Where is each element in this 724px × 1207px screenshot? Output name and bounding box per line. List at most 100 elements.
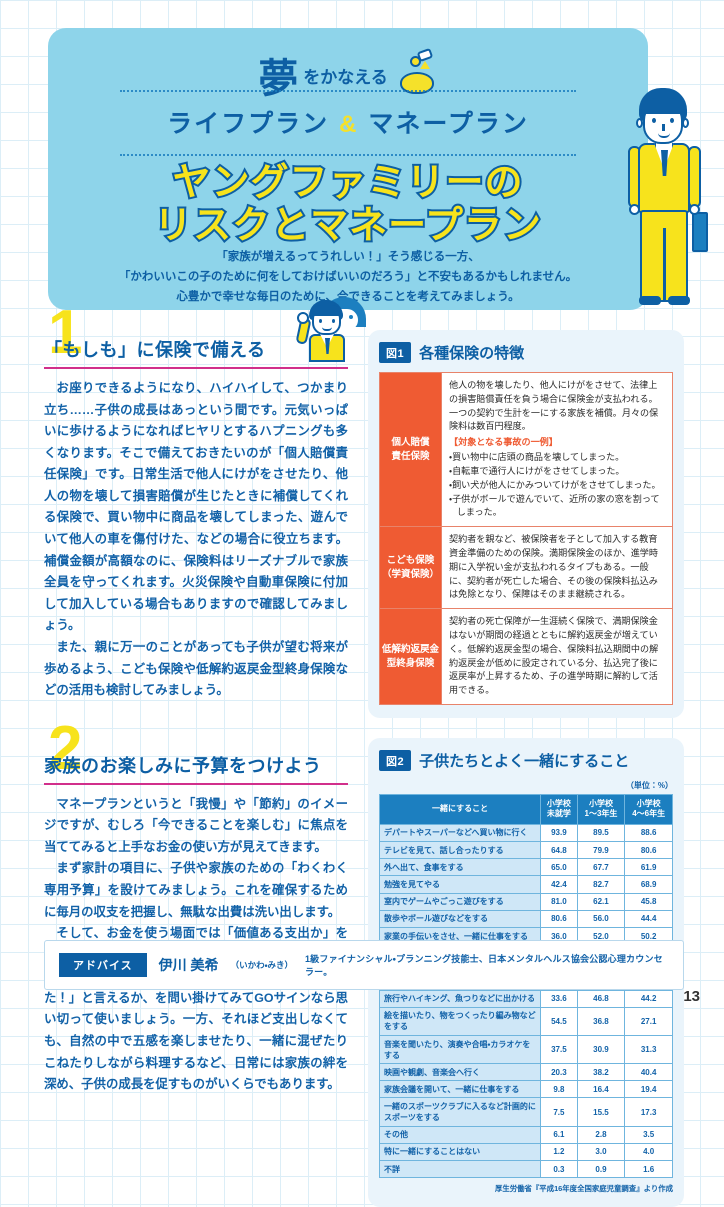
- hero-plan-right: マネープラン: [368, 110, 529, 138]
- activity-value: 3.5: [624, 1125, 673, 1144]
- activities-table-row: 映画や観劇、音楽会へ行く 20.3 38.2 40.4: [378, 1063, 673, 1082]
- activity-value: 1.6: [624, 1160, 673, 1179]
- activity-label: テレビを見て、話し合ったりする: [378, 841, 542, 860]
- activities-table-row: 音楽を聞いたり、演奏や合唱・カラオケをする 37.5 30.9 31.3: [378, 1034, 673, 1065]
- activity-value: 67.7: [576, 858, 626, 877]
- hero-lead-text: 「家族が増えるってうれしい！」そう感じる一方、 「かわいいこの子のために何をして…: [70, 248, 626, 307]
- activities-table-row: 散歩やボール遊びなどをする 80.6 56.0 44.4: [378, 909, 673, 928]
- activities-table-row: 一緒のスポーツクラブに入るなど計画的にスポーツをする 7.5 15.5 17.3: [378, 1097, 673, 1127]
- hero-lead-line1: 「家族が増えるってうれしい！」そう感じる一方、: [216, 251, 480, 263]
- activities-table-row: 室内でゲームやごっこ遊びをする 81.0 62.1 45.8: [378, 892, 673, 911]
- activity-value: 56.0: [576, 909, 626, 928]
- activity-value: 68.9: [624, 875, 673, 894]
- activity-value: 88.6: [624, 823, 673, 843]
- section-1-number: 1: [48, 298, 83, 367]
- insurance-type-label: こども保険 （学資保険）: [379, 526, 442, 610]
- example-list-item: ・自転車で通行人にけがをさせてしまった。: [449, 465, 625, 476]
- activities-table-row: テレビを見て、話し合ったりする 64.8 79.9 80.6: [378, 841, 673, 860]
- activity-value: 62.1: [576, 892, 626, 911]
- figure-1-badge: 図1: [379, 342, 412, 363]
- activities-table-row: デパートやスーパーなどへ買い物に行く 93.9 89.5 88.6: [378, 823, 673, 843]
- activity-value: 16.4: [576, 1080, 626, 1099]
- figure-2-header: 図2 子供たちとよく一緒にすること: [379, 750, 673, 772]
- activities-header-row: 一緒にすること 小学校 未就学 小学校 1〜3年生 小学校 4〜6年生: [378, 794, 673, 825]
- activity-value: 80.6: [540, 909, 578, 928]
- page-title: ヤングファミリーの リスクとマネープラン: [48, 160, 648, 249]
- section-2-paragraph-1: マネープランというと「我慢」や「節約」のイメージですが、むしろ「今できることを楽…: [44, 796, 348, 854]
- activity-value: 9.8: [540, 1080, 578, 1099]
- activity-label: 室内でゲームやごっこ遊びをする: [378, 892, 542, 911]
- activity-value: 2.8: [576, 1125, 626, 1144]
- activity-value: 81.0: [540, 892, 578, 911]
- activity-label: 絵を描いたり、物をつくったり編み物などをする: [378, 1006, 542, 1036]
- activity-value: 44.2: [624, 989, 673, 1008]
- hero-banner: 夢 をかなえる ライフプラン & マネープラン ヤングファミリーの リスクとマネープ…: [48, 28, 648, 310]
- activities-table-row: 勉強を見てやる 42.4 82.7 68.9: [378, 875, 673, 894]
- figure-2-badge: 図2: [379, 750, 412, 772]
- activity-value: 20.3: [540, 1063, 578, 1082]
- activity-value: 42.4: [540, 875, 578, 894]
- insurance-table-row: こども保険 （学資保険） 契約者を親など、被保険者を子として加入する教育資金準備のた…: [379, 526, 673, 610]
- insurance-table-body: 個人賠償 責任保険 他人の物を壊したり、他人にけがをさせて、法律上の損害賠償責任を負…: [379, 371, 673, 706]
- activity-label: 映画や観劇、音楽会へ行く: [378, 1063, 542, 1082]
- businessman-illustration: [622, 88, 708, 312]
- activity-value: 44.4: [624, 909, 673, 928]
- insurance-features-table: 個人賠償 責任保険 他人の物を壊したり、他人にけがをさせて、法律上の損害賠償責任を負…: [379, 371, 673, 706]
- hero-yume-subtext: をかなえる: [303, 67, 388, 87]
- insurance-table-row: 低解約返戻金 型終身保険 契約者の死亡保障が一生涯続く保険で、満期保険金はないが期間…: [379, 608, 673, 706]
- section-1-paragraph-2: また、親に万一のことがあっても子供が望む将来が歩めるよう、こども保険や低解約返戻…: [44, 639, 348, 698]
- section-1-heading: 「もしも」に保険で備える: [44, 314, 348, 369]
- hero-lead-line3: 心豊かで幸せな毎日のために、今できることを考えてみましょう。: [70, 288, 626, 308]
- activity-value: 33.6: [540, 989, 578, 1008]
- activity-label: 散歩やボール遊びなどをする: [378, 909, 542, 928]
- hero-plan-line: ライフプラン & マネープラン: [48, 104, 648, 140]
- activity-value: 37.5: [540, 1034, 578, 1065]
- figure-1-header: 図1 各種保険の特徴: [379, 342, 673, 363]
- figure-1-title: 各種保険の特徴: [419, 345, 525, 362]
- activity-value: 45.8: [624, 892, 673, 911]
- activity-label: 不詳: [378, 1160, 542, 1179]
- activity-value: 64.8: [540, 841, 578, 860]
- activity-value: 7.5: [540, 1097, 578, 1127]
- advisor-name: 伊川 美希: [158, 957, 219, 973]
- page-title-line1: ヤングファミリーの: [170, 160, 524, 206]
- insurance-description: 契約者の死亡保障が一生涯続く保険で、満期保険金はないが期間の経過とともに解約返戻…: [441, 608, 673, 706]
- insurance-description: 他人の物を壊したり、他人にけがをさせて、法律上の損害賠償責任を負う場合に保険金が…: [441, 371, 673, 528]
- section-2-number: 2: [48, 713, 83, 783]
- activity-label: 旅行やハイキング、魚つりなどに出かける: [378, 989, 542, 1008]
- figure-2-title: 子供たちとよく一緒にすること: [419, 753, 630, 771]
- hero-yume-kanji: 夢: [258, 55, 298, 102]
- activity-value: 79.9: [576, 841, 626, 860]
- activity-value: 17.3: [624, 1097, 673, 1127]
- activity-value: 30.9: [576, 1034, 626, 1065]
- example-list-item: ・子供がボールで遊んでいて、近所の家の窓を割ってしまった。: [449, 493, 660, 518]
- activity-value: 0.3: [540, 1160, 578, 1179]
- page-title-line2: リスクとマネープラン: [152, 203, 543, 249]
- activity-label: 勉強を見てやる: [378, 875, 542, 894]
- activity-label: デパートやスーパーなどへ買い物に行く: [378, 823, 542, 843]
- activity-label: その他: [378, 1125, 542, 1144]
- activities-table-row: 絵を描いたり、物をつくったり編み物などをする 54.5 36.8 27.1: [378, 1006, 673, 1036]
- figure-1-card: 図1 各種保険の特徴 個人賠償 責任保険 他人の物を壊したり、他人にけがをさせて、法…: [368, 330, 684, 719]
- section-2-heading: 家族のお楽しみに予算をつけよう: [44, 730, 348, 785]
- insurance-description: 契約者を親など、被保険者を子として加入する教育資金準備のための保険。満期保険金の…: [441, 526, 673, 610]
- insurance-table-row: 個人賠償 責任保険 他人の物を壊したり、他人にけがをさせて、法律上の損害賠償責任を負…: [379, 371, 673, 528]
- piggy-bank-icon: [398, 47, 438, 96]
- example-heading: 【対象となる事故の一例】: [449, 437, 558, 448]
- pointing-man-illustration: [295, 300, 354, 362]
- activity-value: 89.5: [576, 823, 626, 843]
- activity-value: 4.0: [624, 1142, 673, 1162]
- activities-table-row: 家族会議を開いて、一緒に仕事をする 9.8 16.4 19.4: [378, 1080, 673, 1099]
- hero-plan-amp: &: [339, 111, 359, 138]
- activity-value: 1.2: [540, 1142, 578, 1162]
- activity-value: 3.0: [576, 1142, 626, 1162]
- advisor-name-kana: （いかわ・みき）: [230, 960, 293, 970]
- activity-value: 61.9: [624, 858, 673, 877]
- activities-table-row: 外へ出て、食事をする 65.0 67.7 61.9: [378, 858, 673, 877]
- figure-2-source: 厚生労働省『平成16年度全国家庭児童調査』より作成: [494, 1184, 673, 1194]
- section-1: 1 「もしも」に保険で備える お座りできるようになり、ハイハイして、つかまり立ち…: [44, 300, 348, 702]
- advisor-footer: アドバイス 伊川 美希 （いかわ・みき） 1級ファイナンシャル・プランニング技能…: [44, 940, 684, 990]
- insurance-type-label: 低解約返戻金 型終身保険: [379, 608, 442, 706]
- activity-value: 38.2: [576, 1063, 626, 1082]
- hero-plan-left: ライフプラン: [167, 110, 330, 138]
